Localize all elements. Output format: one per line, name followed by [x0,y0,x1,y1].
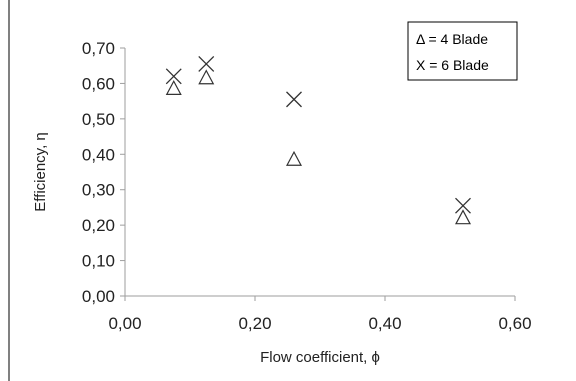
legend-entry-6-blade: X = 6 Blade [416,57,489,73]
x-axis-title: Flow coefficient, ϕ [260,349,380,366]
legend-box [407,21,518,81]
x-tick-label: 0,40 [368,314,401,333]
point-4-blade [455,209,471,225]
x-ticks: 0,00 0,20 0,40 0,60 [108,296,532,333]
x-tick-label: 0,20 [238,314,271,333]
point-4-blade [198,69,215,85]
y-tick-label: 0,30 [82,181,115,200]
point-4-blade [165,79,182,95]
x-tick-label: 0,00 [108,314,141,333]
point-6-blade [286,91,302,108]
legend-entry-4-blade: Δ = 4 Blade [416,31,488,47]
point-6-blade [165,68,182,85]
y-tick-label: 0,70 [82,39,115,58]
y-tick-label: 0,20 [82,216,115,235]
point-6-blade [198,55,215,72]
point-4-blade [286,150,302,166]
data-points [165,55,471,225]
y-axis-title: Efficiency, η [32,132,49,211]
y-tick-label: 0,60 [82,74,115,93]
y-ticks: 0,00 0,10 0,20 0,30 0,40 0,50 0,60 0,70 [82,39,125,306]
y-tick-label: 0,50 [82,110,115,129]
x-tick-label: 0,60 [498,314,531,333]
y-tick-label: 0,00 [82,287,115,306]
legend: Δ = 4 Blade X = 6 Blade [407,21,518,81]
y-tick-label: 0,40 [82,145,115,164]
y-tick-label: 0,10 [82,252,115,271]
point-6-blade [455,197,471,214]
